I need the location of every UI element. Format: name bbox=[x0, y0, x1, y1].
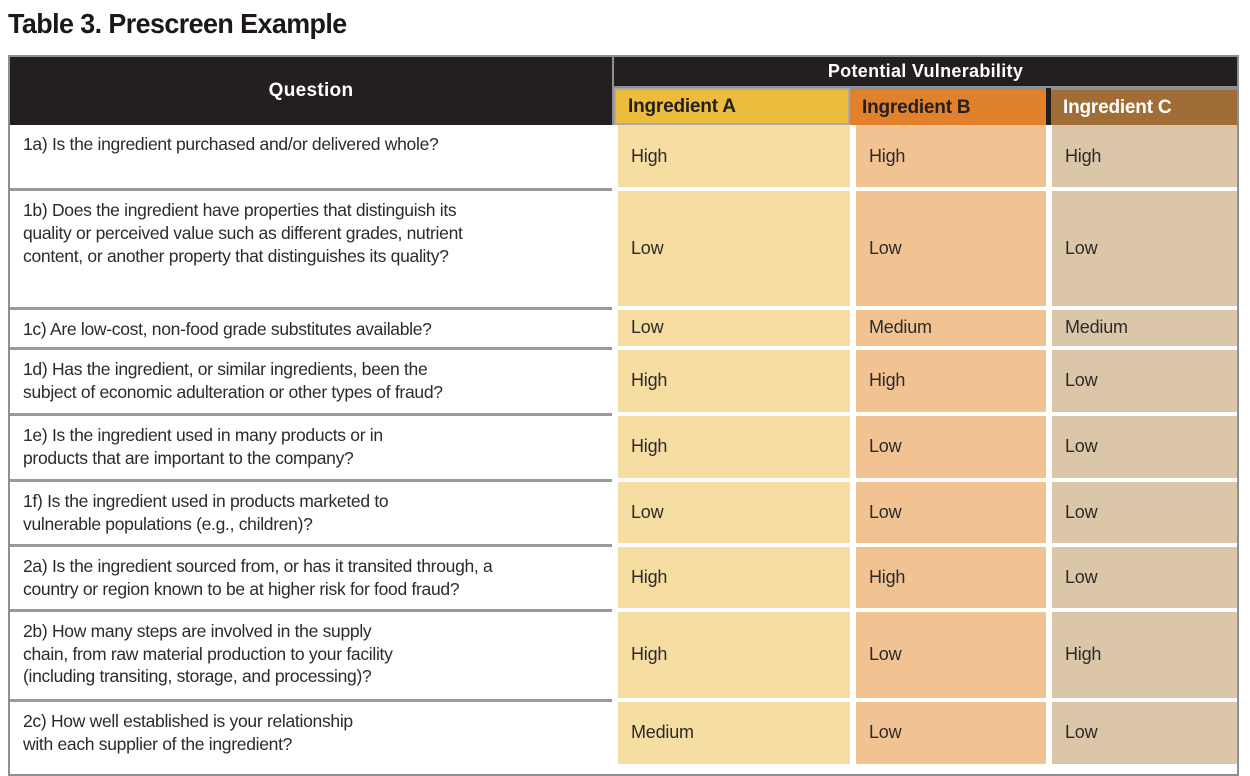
value-cell: Low bbox=[1052, 349, 1237, 412]
table-row: 2c) How well established is your relatio… bbox=[10, 701, 1237, 764]
value-cell: Low bbox=[1052, 701, 1237, 764]
vulnerability-header-group: Potential Vulnerability Ingredient A Ing… bbox=[612, 57, 1237, 125]
value-cell: Low bbox=[1052, 415, 1237, 478]
value-cell: High bbox=[1052, 125, 1237, 187]
question-cell: 2c) How well established is your relatio… bbox=[23, 710, 353, 754]
value-cell: Medium bbox=[856, 310, 1046, 346]
value-cell: Low bbox=[856, 191, 1046, 306]
value-cell: Low bbox=[856, 415, 1046, 478]
question-cell: 1c) Are low-cost, non-food grade substit… bbox=[10, 310, 612, 350]
ingredient-c-header: Ingredient C bbox=[1051, 88, 1237, 125]
value-cell: High bbox=[618, 125, 850, 187]
value-cell: Low bbox=[1052, 546, 1237, 608]
value-cell: Low bbox=[618, 191, 850, 306]
question-cell: 1b) Does the ingredient have properties … bbox=[10, 191, 612, 310]
table-row: 1f) Is the ingredient used in products m… bbox=[10, 481, 1237, 547]
value-cell: Low bbox=[618, 310, 850, 346]
value-cell: Low bbox=[856, 611, 1046, 698]
value-cell: High bbox=[1052, 611, 1237, 698]
table-row: 1a) Is the ingredient purchased and/or d… bbox=[10, 125, 1237, 191]
table-row: 1c) Are low-cost, non-food grade substit… bbox=[10, 310, 1237, 350]
value-cell: High bbox=[618, 349, 850, 412]
prescreen-table: Question Potential Vulnerability Ingredi… bbox=[8, 55, 1239, 776]
question-cell: 2b) How many steps are involved in the s… bbox=[10, 612, 612, 702]
value-cell: Low bbox=[618, 481, 850, 543]
table-row: 2b) How many steps are involved in the s… bbox=[10, 611, 1237, 702]
value-cell: High bbox=[618, 611, 850, 698]
page-title: Table 3. Prescreen Example bbox=[8, 8, 347, 39]
question-cell: 1f) Is the ingredient used in products m… bbox=[10, 482, 612, 547]
ingredient-b-header: Ingredient B bbox=[850, 88, 1046, 125]
question-cell: 1a) Is the ingredient purchased and/or d… bbox=[10, 125, 612, 191]
value-cell: Medium bbox=[1052, 310, 1237, 346]
value-cell: High bbox=[856, 349, 1046, 412]
value-cell: Low bbox=[1052, 191, 1237, 306]
table-row: 2a) Is the ingredient sourced from, or h… bbox=[10, 546, 1237, 612]
question-cell: 1d) Has the ingredient, or similar ingre… bbox=[10, 350, 612, 416]
value-cell: High bbox=[618, 546, 850, 608]
table-row: 1e) Is the ingredient used in many produ… bbox=[10, 415, 1237, 482]
table-header: Question Potential Vulnerability Ingredi… bbox=[10, 57, 1237, 125]
value-cell: High bbox=[618, 415, 850, 478]
table-row: 1b) Does the ingredient have properties … bbox=[10, 191, 1237, 310]
question-column-header: Question bbox=[268, 80, 354, 101]
question-cell: 2a) Is the ingredient sourced from, or h… bbox=[10, 547, 612, 612]
ingredient-a-header: Ingredient A bbox=[614, 88, 850, 125]
value-cell: High bbox=[856, 125, 1046, 187]
table-body: 1a) Is the ingredient purchased and/or d… bbox=[10, 125, 1237, 764]
value-cell: High bbox=[856, 546, 1046, 608]
value-cell: Low bbox=[856, 481, 1046, 543]
table-row: 1d) Has the ingredient, or similar ingre… bbox=[10, 349, 1237, 416]
ingredient-header-row: Ingredient A Ingredient B Ingredient C bbox=[614, 88, 1237, 125]
question-cell: 1e) Is the ingredient used in many produ… bbox=[10, 416, 612, 482]
value-cell: Medium bbox=[618, 701, 850, 764]
potential-vulnerability-header: Potential Vulnerability bbox=[614, 57, 1237, 88]
value-cell: Low bbox=[1052, 481, 1237, 543]
value-cell: Low bbox=[856, 701, 1046, 764]
